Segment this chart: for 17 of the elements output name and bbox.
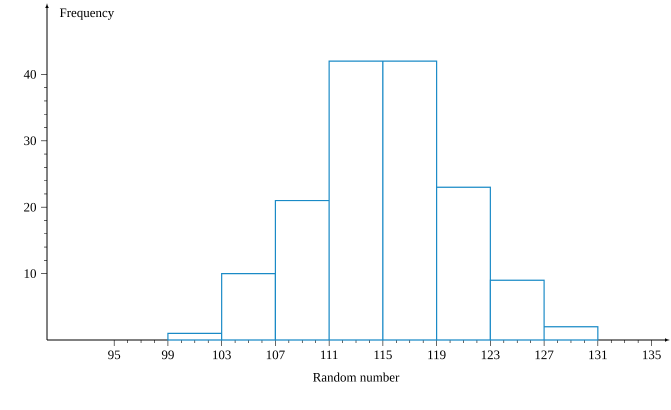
x-tick-label: 107 [266,350,285,360]
x-tick-label: 119 [428,350,446,360]
y-tick-label: 20 [24,202,36,212]
y-axis-title: Frequency [60,8,114,20]
x-axis-title: Random number [313,372,400,382]
x-tick-label: 115 [374,350,392,360]
x-tick-label: 127 [536,350,554,360]
x-tick-label: 95 [108,350,120,360]
x-tick-label: 131 [589,350,607,360]
x-tick-label: 135 [643,350,661,360]
y-tick-label: 30 [24,136,36,146]
x-tick-label: 103 [213,350,231,360]
y-tick-label: 40 [24,70,36,79]
y-tick-label: 10 [24,269,36,278]
x-tick-label: 123 [482,350,500,360]
x-tick-label: 111 [321,350,338,360]
x-tick-label: 99 [162,350,174,360]
